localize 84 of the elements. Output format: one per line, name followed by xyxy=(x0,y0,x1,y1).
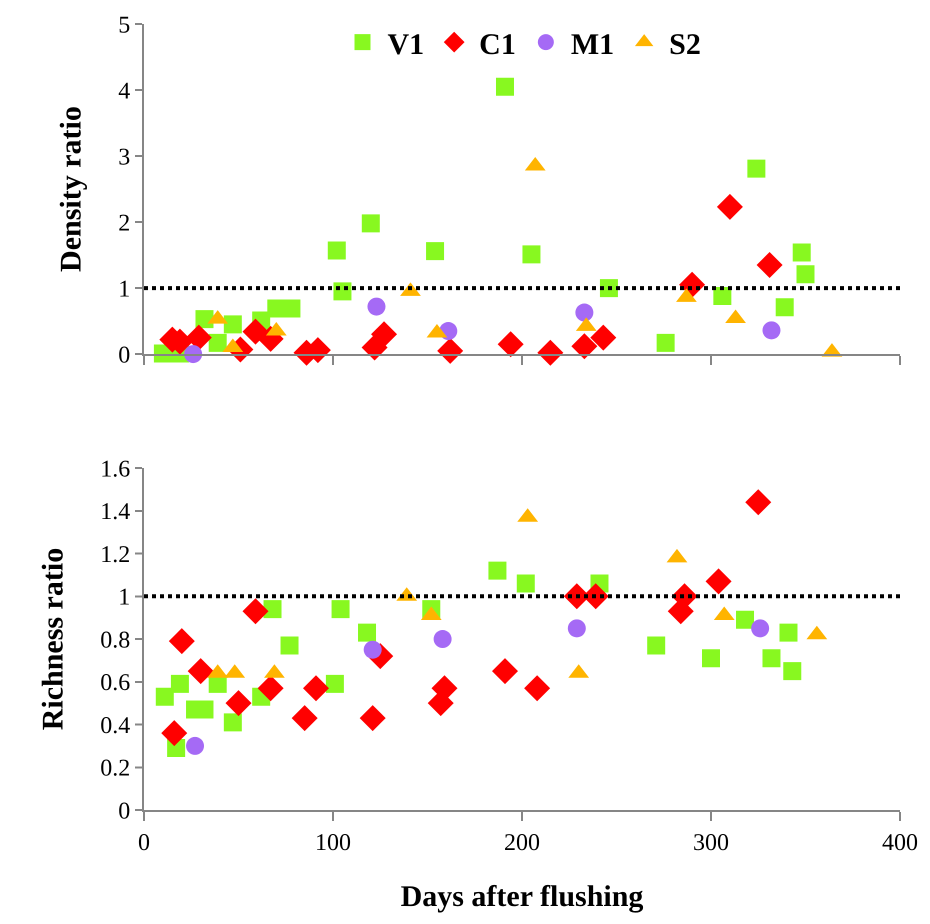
x-tick-label: 300 xyxy=(693,830,729,856)
point xyxy=(264,600,282,618)
y-tick-label: 0.2 xyxy=(100,756,130,782)
y-tick-label: 1 xyxy=(118,276,130,302)
y-axis-title: Density ratio xyxy=(54,106,88,272)
point xyxy=(161,720,188,746)
point xyxy=(706,568,732,594)
y-tick-label: 0 xyxy=(118,342,130,369)
point xyxy=(226,690,252,716)
point xyxy=(434,630,452,648)
point xyxy=(524,675,550,702)
point xyxy=(656,334,675,352)
y-tick-label: 2 xyxy=(118,210,130,236)
point xyxy=(186,736,204,755)
point xyxy=(186,324,212,351)
x-tick-label: 400 xyxy=(882,830,918,856)
point xyxy=(762,649,780,668)
point xyxy=(762,321,780,340)
point xyxy=(371,321,398,348)
point xyxy=(333,282,352,300)
point xyxy=(776,298,794,316)
point xyxy=(224,713,242,732)
y-tick-label: 1.4 xyxy=(100,499,130,526)
point xyxy=(188,658,214,684)
point xyxy=(358,624,376,642)
y-tick-label: 1 xyxy=(118,584,130,611)
y-tick-label: 0.8 xyxy=(100,627,130,654)
point xyxy=(362,214,380,232)
point xyxy=(571,333,598,360)
point xyxy=(328,241,346,260)
point xyxy=(747,160,766,178)
x-tick-label: 100 xyxy=(315,830,351,856)
x-tick-label: 0 xyxy=(138,830,150,856)
point xyxy=(242,318,269,345)
point xyxy=(492,658,518,684)
point xyxy=(736,610,754,629)
point xyxy=(156,688,174,706)
point xyxy=(208,334,227,352)
point xyxy=(496,78,514,96)
y-tick-label: 3 xyxy=(118,144,130,170)
point xyxy=(280,636,299,654)
y-tick-label: 1.2 xyxy=(100,542,130,568)
y-tick-label: 4 xyxy=(118,78,130,104)
y-tick-label: 0 xyxy=(118,798,130,824)
point xyxy=(522,245,540,264)
point xyxy=(779,624,798,642)
point xyxy=(796,265,814,284)
point xyxy=(756,252,783,278)
y-tick-label: 0.4 xyxy=(100,712,130,739)
point xyxy=(242,598,269,624)
point xyxy=(702,649,720,668)
y-axis-title: Richness ratio xyxy=(36,548,70,730)
point xyxy=(332,600,350,618)
legend-label: S2 xyxy=(669,28,701,61)
legend-label: C1 xyxy=(479,28,516,61)
x-axis-title: Days after flushing xyxy=(400,880,644,913)
y-tick-label: 0.6 xyxy=(100,670,130,696)
y-tick-label: 1.6 xyxy=(100,456,130,482)
point xyxy=(568,619,586,638)
point xyxy=(168,628,195,654)
point xyxy=(783,662,802,680)
point xyxy=(516,574,535,592)
point xyxy=(590,324,616,351)
point xyxy=(713,287,732,306)
point xyxy=(302,675,329,702)
point xyxy=(751,619,770,638)
point xyxy=(170,674,189,693)
point xyxy=(498,331,524,358)
point xyxy=(716,194,743,220)
point xyxy=(745,489,772,516)
point xyxy=(792,243,811,262)
point xyxy=(360,705,386,732)
point xyxy=(575,304,594,322)
point xyxy=(367,298,386,316)
point xyxy=(488,562,506,580)
point xyxy=(224,315,242,334)
point xyxy=(647,636,666,654)
legend-label: V1 xyxy=(388,28,424,61)
x-tick-label: 200 xyxy=(504,830,540,856)
point xyxy=(326,674,344,693)
point xyxy=(426,242,444,260)
point xyxy=(292,705,318,732)
y-tick-label: 5 xyxy=(118,12,130,38)
legend-label: M1 xyxy=(570,28,614,61)
